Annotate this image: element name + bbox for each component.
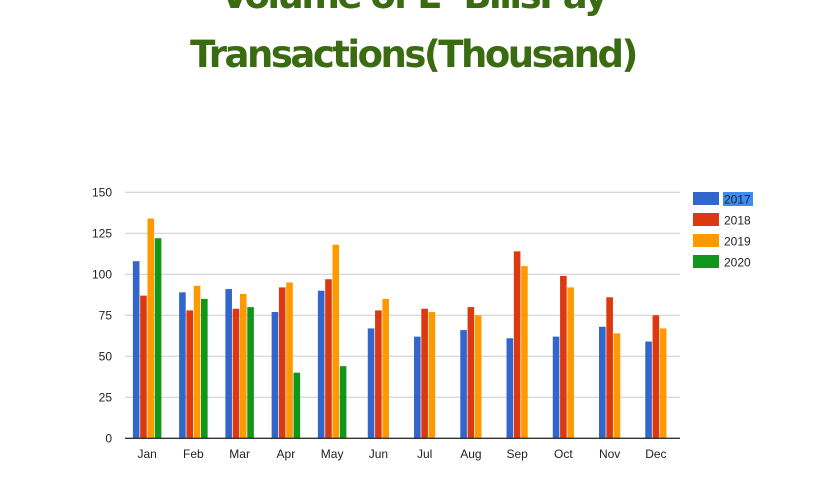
bar-2018-Apr [278,287,286,439]
legend-swatch-2019 [693,234,719,247]
bar-2017-Sep [506,338,514,439]
bar-2017-May [317,290,325,439]
bar-2019-Jun [382,298,389,439]
bar-2019-Jul [428,312,436,439]
bar-2019-Apr [286,282,293,439]
bar-2017-Jan [132,261,140,439]
bar-2017-Dec [645,341,652,439]
legend-label-2020: 2020 [724,256,751,270]
bar-2019-Dec [659,328,667,439]
bar-2019-Feb [193,285,201,439]
x-tick-label: Mar [229,447,250,461]
bar-2017-Mar [225,289,232,439]
x-tick-label: Jan [137,447,156,461]
bar-2018-Oct [560,275,567,439]
chart-title-line-1: Volume of E- BillsPay [0,0,826,17]
y-tick-label: 150 [92,185,112,199]
bar-2017-Apr [271,312,279,439]
bar-2020-Jan [154,238,162,439]
x-tick-label: Dec [645,447,666,461]
bar-2019-Jan [147,218,155,439]
bar-2019-Nov [613,333,621,439]
y-tick-label: 125 [92,226,112,240]
bar-2017-Aug [460,330,467,439]
y-tick-label: 0 [105,431,112,445]
x-tick-label: May [321,447,344,461]
y-tick-label: 100 [92,267,112,281]
bar-2019-Sep [521,266,528,439]
bar-2018-Feb [186,310,194,439]
x-tick-label: Sep [506,447,528,461]
x-tick-label: Jun [369,447,388,461]
y-tick-label: 25 [99,390,113,404]
bar-2018-Sep [513,251,521,439]
x-tick-label: Jul [417,447,432,461]
x-tick-label: Aug [460,447,481,461]
bar-2020-Mar [247,307,254,439]
x-tick-label: Nov [599,447,620,461]
bar-2019-Aug [474,315,482,439]
legend-swatch-2018 [693,213,719,226]
bar-2018-Jun [375,310,382,439]
legend-label-2018: 2018 [724,214,751,228]
bar-2020-May [339,366,347,439]
bar-2019-May [332,244,340,439]
bar-2018-Dec [652,315,660,439]
bar-2020-Feb [201,298,208,439]
x-tick-label: Oct [554,447,573,461]
legend-swatch-2020 [693,255,719,268]
legend-label-2019: 2019 [724,235,751,249]
legend-selection-highlight [723,192,753,206]
x-tick-label: Apr [277,447,296,461]
bar-2020-Apr [293,372,301,439]
bar-2018-Jan [140,295,147,439]
bar-2018-Jul [421,308,428,439]
chart-title-line-2: Transactions(Thousand) [190,33,638,76]
bar-2017-Nov [599,326,606,439]
bar-2017-Oct [552,336,560,439]
bar-2017-Jun [367,328,375,439]
legend-swatch-2017 [693,192,719,205]
bar-2019-Mar [239,293,247,439]
bar-2018-Mar [232,308,240,439]
bar-2019-Oct [567,287,574,439]
x-tick-label: Feb [183,447,204,461]
bar-2017-Feb [179,292,186,439]
y-tick-label: 50 [99,349,113,363]
y-tick-label: 75 [99,308,113,322]
legend-label-2017: 2017 [724,193,751,207]
bar-2017-Jul [414,336,421,439]
bar-2018-Nov [606,297,613,439]
bar-2018-May [325,279,332,439]
bar-2018-Aug [467,307,475,439]
